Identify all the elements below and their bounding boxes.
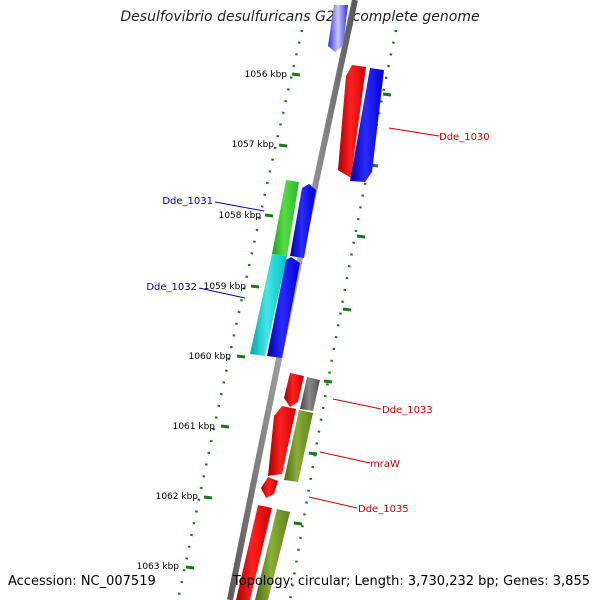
tick-label: 1060 kbp (189, 352, 232, 362)
gene-feature-blue-top[interactable] (328, 5, 348, 52)
leader-line-dde-1033 (332, 398, 382, 410)
gene-feature-olive-bottom[interactable] (255, 509, 290, 600)
gene-label-mraw[interactable]: mraW (370, 459, 400, 470)
tick-mark (291, 72, 301, 77)
tick-mark (236, 354, 246, 359)
leader-line-dde-1032 (198, 287, 246, 299)
gene-feature-dde-1033[interactable] (300, 377, 320, 411)
gene-feature-dde-1029[interactable] (338, 65, 366, 178)
gene-feature-red-1061[interactable] (268, 406, 296, 476)
gene-label-dde-1035[interactable]: Dde_1035 (358, 504, 409, 515)
leader-line-dde-1030 (388, 127, 440, 137)
tick-mark (203, 495, 213, 500)
tick-mark (356, 234, 366, 239)
gene-feature-dde-1030[interactable] (350, 68, 384, 182)
gene-feature-red-bottom[interactable] (236, 505, 272, 600)
gene-feature-blue-1058[interactable] (290, 184, 316, 258)
leader-line-mraw (319, 451, 371, 464)
leader-line-dde-1035 (308, 496, 358, 509)
leader-line-dde-1031 (214, 201, 265, 212)
gene-feature-dde-1035[interactable] (261, 477, 278, 498)
tick-labels: 1056 kbp 1057 kbp 1058 kbp 1059 kbp 1060… (137, 70, 288, 572)
gene-label-dde-1032[interactable]: Dde_1032 (146, 282, 197, 293)
tick-mark (278, 143, 288, 148)
tick-label: 1056 kbp (245, 70, 288, 80)
tick-mark (220, 424, 230, 429)
tick-mark (293, 521, 303, 526)
tick-label: 1061 kbp (173, 422, 216, 432)
tick-label: 1058 kbp (219, 211, 262, 221)
map-title: Desulfovibrio desulfuricans G20, complet… (120, 9, 480, 25)
tick-mark (308, 451, 318, 456)
tick-mark (185, 565, 195, 570)
tick-mark (342, 307, 352, 312)
gene-label-dde-1031[interactable]: Dde_1031 (162, 196, 213, 207)
tick-label: 1059 kbp (204, 282, 247, 292)
tick-mark (382, 92, 392, 97)
gene-feature-mraw[interactable] (284, 410, 313, 482)
tick-label: 1062 kbp (156, 492, 199, 502)
major-ticks (185, 72, 392, 570)
genome-summary: Topology: circular; Length: 3,730,232 bp… (232, 574, 590, 589)
gene-feature-red-1060[interactable] (284, 373, 304, 407)
gene-label-dde-1030[interactable]: Dde_1030 (439, 132, 490, 143)
tick-mark (264, 213, 274, 218)
tick-label: 1063 kbp (137, 562, 180, 572)
gene-label-dde-1033[interactable]: Dde_1033 (382, 405, 433, 416)
gene-feature-blue-1059[interactable] (267, 257, 300, 358)
gene-feature-dde-1031[interactable] (272, 180, 299, 256)
accession-label: Accession: NC_007519 (8, 574, 156, 589)
tick-label: 1057 kbp (232, 140, 275, 150)
tick-mark (250, 284, 260, 289)
tick-mark (323, 379, 333, 384)
gene-feature-dde-1032[interactable] (250, 254, 287, 356)
